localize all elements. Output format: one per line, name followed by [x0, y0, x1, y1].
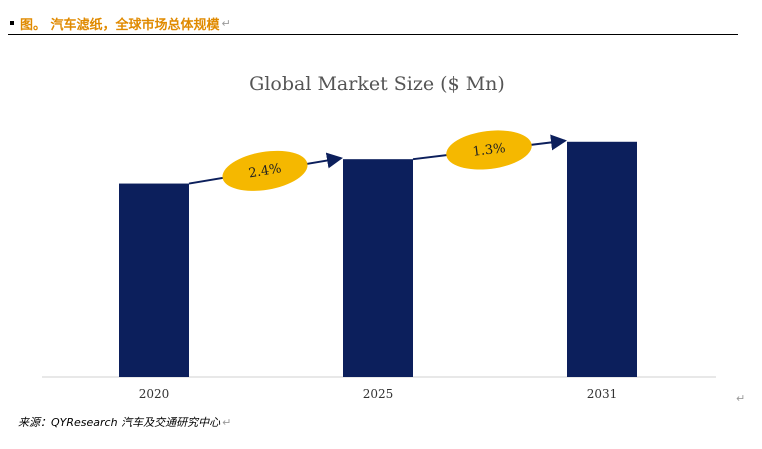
paragraph-mark-icon: ↵: [222, 416, 232, 429]
paragraph-mark-icon: ↵: [736, 392, 746, 405]
x-tick-label-2031: 2031: [587, 387, 618, 401]
heading-bullet: [10, 21, 14, 25]
growth-rate-label-2: 1.3%: [472, 141, 507, 160]
growth-rate-badge-1: [222, 150, 308, 191]
x-tick-label-2020: 2020: [139, 387, 170, 401]
bar-2031: [567, 141, 637, 377]
source-note: 来源：QYResearch 汽车及交通研究中心 ↵: [18, 414, 231, 430]
x-tick-label-2025: 2025: [363, 387, 394, 401]
bar-2020: [119, 183, 189, 377]
growth-rate-label-1: 2.4%: [248, 161, 283, 181]
bar-2025: [343, 159, 413, 377]
source-text: 来源：QYResearch 汽车及交通研究中心: [18, 416, 221, 429]
figure-heading: 图。 汽车滤纸，全球市场总体规模 ↵: [8, 12, 738, 35]
figure-title: 图。 汽车滤纸，全球市场总体规模: [20, 17, 220, 33]
paragraph-mark-icon: ↵: [221, 16, 231, 30]
chart-title: Global Market Size ($ Mn): [249, 73, 505, 95]
growth-rate-badge-2: [446, 130, 532, 170]
